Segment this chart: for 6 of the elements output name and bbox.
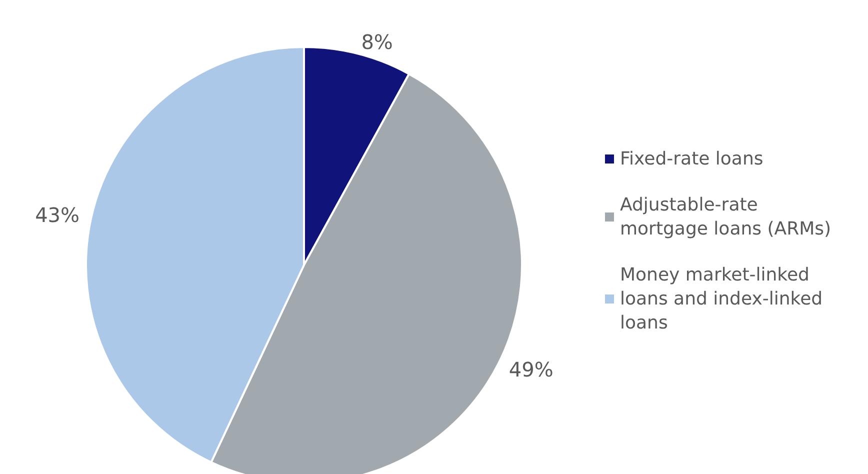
- legend-label: Money market-linked loans and index-linked loans: [620, 264, 828, 334]
- data-label: 43%: [35, 202, 80, 227]
- legend-label: Adjustable-rate mortgage loans (ARMs): [620, 194, 832, 240]
- data-label: 49%: [508, 357, 554, 382]
- data-label: 8%: [361, 30, 393, 54]
- legend-label: Fixed-rate loans: [620, 148, 764, 170]
